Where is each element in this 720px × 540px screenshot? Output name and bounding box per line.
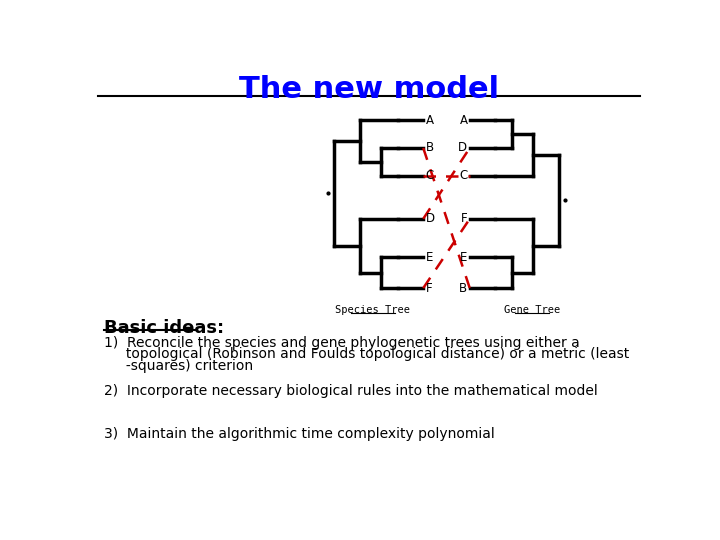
Text: 3)  Maintain the algorithmic time complexity polynomial: 3) Maintain the algorithmic time complex… [104,427,495,441]
Text: F: F [461,212,467,225]
Text: Species Tree: Species Tree [336,305,410,315]
Text: The new model: The new model [239,75,499,104]
Text: D: D [459,141,467,154]
Text: E: E [460,251,467,264]
Text: D: D [426,212,435,225]
Text: A: A [459,114,467,127]
Text: E: E [426,251,433,264]
Text: topological (Robinson and Foulds topological distance) or a metric (least: topological (Robinson and Foulds topolog… [104,347,629,361]
Text: Gene Tree: Gene Tree [503,305,560,315]
Text: -squares) criterion: -squares) criterion [104,359,253,373]
Text: B: B [459,281,467,295]
Text: 2)  Incorporate necessary biological rules into the mathematical model: 2) Incorporate necessary biological rule… [104,384,598,399]
Text: F: F [426,281,432,295]
Text: 1)  Reconcile the species and gene phylogenetic trees using either a: 1) Reconcile the species and gene phylog… [104,336,580,350]
Text: A: A [426,114,433,127]
Text: B: B [426,141,433,154]
Text: Basic ideas:: Basic ideas: [104,319,224,337]
Text: C: C [426,169,434,182]
Text: C: C [459,169,467,182]
